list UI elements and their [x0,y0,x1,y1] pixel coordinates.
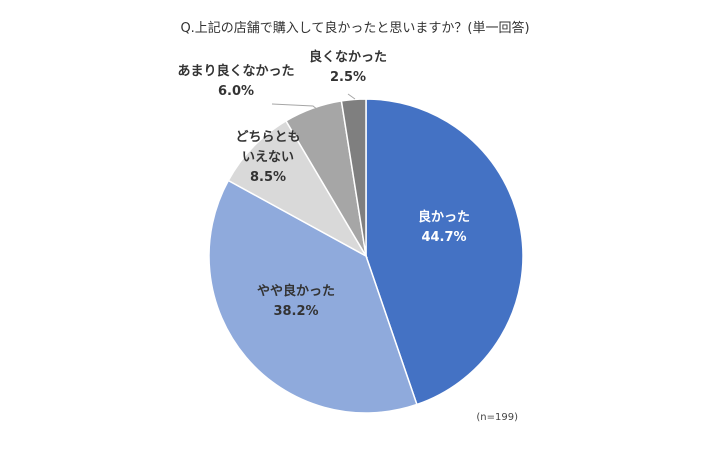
pie-slice-1 [208,179,418,414]
slice-label-3-line-0: あまり良くなかった [177,63,294,79]
slice-label-0-line-0: 良かった [418,209,470,225]
pie-slice-2 [227,119,369,258]
slice-label-4-line-0: 良くなかった [309,49,387,65]
leader-line-4 [347,93,356,100]
slice-label-2-line-1: いえない [242,150,294,165]
slice-value-1: 38.2% [273,304,318,319]
slice-value-4: 2.5% [330,70,366,85]
slice-value-3: 6.0% [218,84,254,99]
slice-label-2-line-0: どちらとも [235,130,300,145]
pie-slice-4 [340,98,367,257]
sample-size-note: (n=199) [476,412,518,423]
slice-value-2: 8.5% [250,170,286,185]
slice-label-1-line-0: やや良かった [257,283,335,299]
slice-value-0: 44.7% [421,230,466,245]
chart-title: Q.上記の店舗で購入して良かったと思いますか？(単一回答) [180,20,529,36]
pie-slices [208,98,524,414]
leader-lines [271,93,356,111]
pie-slice-0 [365,98,524,406]
leader-line-3 [271,103,319,111]
